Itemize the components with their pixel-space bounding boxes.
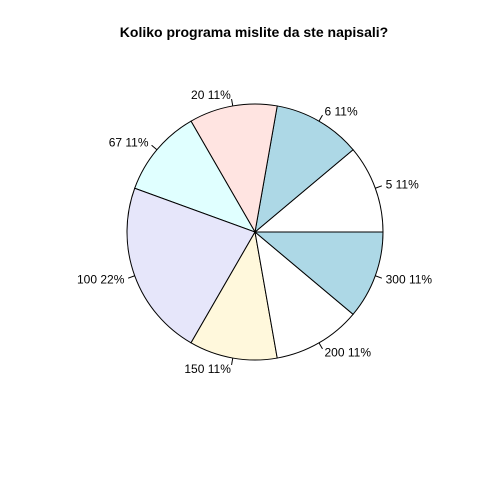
- pie-label-7: 300 11%: [386, 273, 433, 287]
- pie-slice-2: [190, 103, 278, 234]
- pie-label-4: 100 22%: [77, 273, 125, 287]
- pie-label-tick-0: [375, 185, 383, 189]
- pie-label-5: 150 11%: [184, 362, 231, 376]
- pie-slice-4: [126, 187, 256, 344]
- pie-label-6: 200 11%: [325, 345, 372, 359]
- pie-slices: [126, 103, 384, 361]
- pie-label-3: 67 11%: [109, 136, 149, 150]
- pie-label-0: 5 11%: [386, 177, 419, 191]
- pie-slice-5: [190, 230, 278, 361]
- chart-title: Koliko programa mislite da ste napisali?: [120, 24, 388, 40]
- pie-label-1: 6 11%: [325, 105, 358, 119]
- pie-label-tick-1: [318, 114, 323, 122]
- pie-slice-6: [254, 230, 354, 359]
- pie-labels: 5 11% 6 11% 20 11% 67 11% 100 22% 150 11% 200 …: [77, 88, 432, 376]
- pie-label-tick-3: [151, 144, 158, 151]
- pie-slice-1: [254, 105, 354, 234]
- pie-label-tick-4: [127, 275, 135, 279]
- pie-label-tick-5: [231, 357, 234, 366]
- pie-label-tick-7: [375, 275, 383, 279]
- pie-label-2: 20 11%: [191, 88, 231, 102]
- pie-label-tick-2: [231, 98, 234, 107]
- pie-label-tick-6: [318, 342, 323, 350]
